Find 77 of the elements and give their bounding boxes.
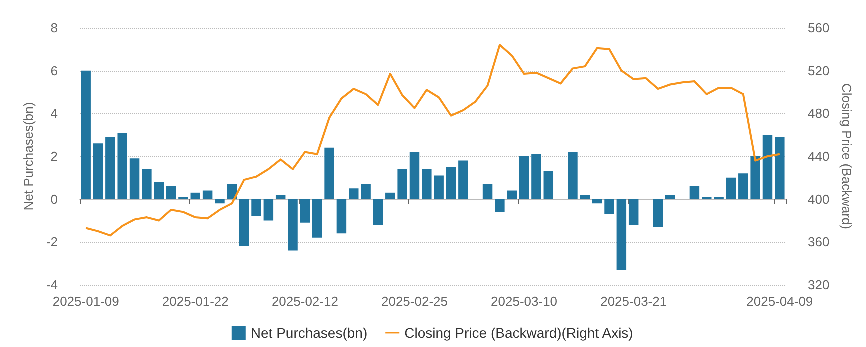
- bar: [252, 199, 262, 216]
- bar: [398, 169, 408, 200]
- bar: [482, 184, 493, 200]
- y2-tick-label: 560: [808, 20, 830, 36]
- bar: [738, 174, 748, 200]
- bar: [422, 169, 432, 200]
- bar: [93, 144, 104, 200]
- x-tick-label: 2025-03-21: [600, 294, 668, 309]
- bar: [130, 158, 140, 200]
- bar: [239, 199, 250, 246]
- bar: [495, 199, 505, 212]
- bar: [580, 195, 590, 200]
- bar: [361, 184, 371, 200]
- bar: [106, 137, 116, 200]
- bar: [166, 186, 176, 200]
- line-series: [85, 44, 781, 237]
- bar: [665, 195, 676, 200]
- bar: [604, 199, 614, 214]
- bar: [434, 176, 444, 200]
- x-tick-label: 2025-01-22: [162, 294, 229, 309]
- legend-label: Closing Price (Backward)(Right Axis): [404, 325, 634, 341]
- bar: [386, 192, 396, 200]
- x-tick-label: 2025-02-12: [272, 294, 338, 309]
- bar: [336, 199, 347, 234]
- bar: [628, 199, 639, 226]
- y-tick-label: 8: [50, 20, 58, 36]
- bar: [288, 199, 298, 251]
- bar: [215, 199, 225, 204]
- y2-tick-label: 480: [808, 106, 830, 122]
- y-tick-label: 6: [50, 63, 58, 78]
- bar: [726, 178, 736, 200]
- bar: [190, 192, 201, 200]
- bar: [532, 154, 542, 200]
- y2-tick-label: 400: [808, 192, 830, 207]
- bar: [142, 169, 152, 200]
- y2-tick-label: 320: [808, 278, 830, 292]
- bar: [300, 199, 310, 223]
- x-tick-label: 2025-01-09: [52, 294, 120, 309]
- y2-axis-title: Closing Price (Backward): [840, 84, 855, 230]
- x-tick-label: 2025-03-10: [491, 294, 558, 309]
- bar: [324, 148, 334, 200]
- bar: [373, 199, 384, 226]
- bar: [616, 199, 627, 270]
- bar: [690, 186, 700, 200]
- y2-tick-label: 440: [808, 149, 830, 164]
- y-tick-label: 2: [50, 149, 58, 164]
- bar: [458, 160, 468, 200]
- bar: [312, 199, 322, 238]
- bar: [202, 190, 213, 200]
- y-axis-title: Net Purchases(bn): [21, 102, 36, 211]
- bar: [154, 182, 164, 200]
- legend-label: Net Purchases(bn): [250, 325, 368, 341]
- bar: [507, 190, 517, 200]
- y2-tick-label: 360: [808, 234, 830, 250]
- bar: [264, 199, 274, 221]
- bar: [227, 184, 238, 200]
- bar: [775, 137, 785, 200]
- bar: [276, 195, 286, 200]
- bar: [653, 199, 664, 228]
- bar: [568, 152, 578, 200]
- bar: [519, 156, 530, 200]
- bar: [410, 152, 420, 200]
- y2-tick-label: 520: [808, 63, 830, 78]
- x-tick-label: 2025-02-25: [381, 294, 448, 309]
- bar: [81, 70, 91, 200]
- bar: [544, 171, 554, 200]
- bar: [446, 167, 456, 200]
- y-tick-label: 0: [50, 192, 58, 207]
- bar: [762, 135, 773, 200]
- y-tick-label: -4: [46, 278, 58, 292]
- bar: [750, 156, 760, 200]
- y-tick-label: 4: [50, 106, 58, 122]
- bar: [118, 132, 128, 200]
- y-tick-label: -2: [46, 234, 58, 250]
- bar: [592, 199, 602, 204]
- x-tick-label: 2025-04-09: [746, 294, 814, 309]
- bar: [349, 188, 359, 200]
